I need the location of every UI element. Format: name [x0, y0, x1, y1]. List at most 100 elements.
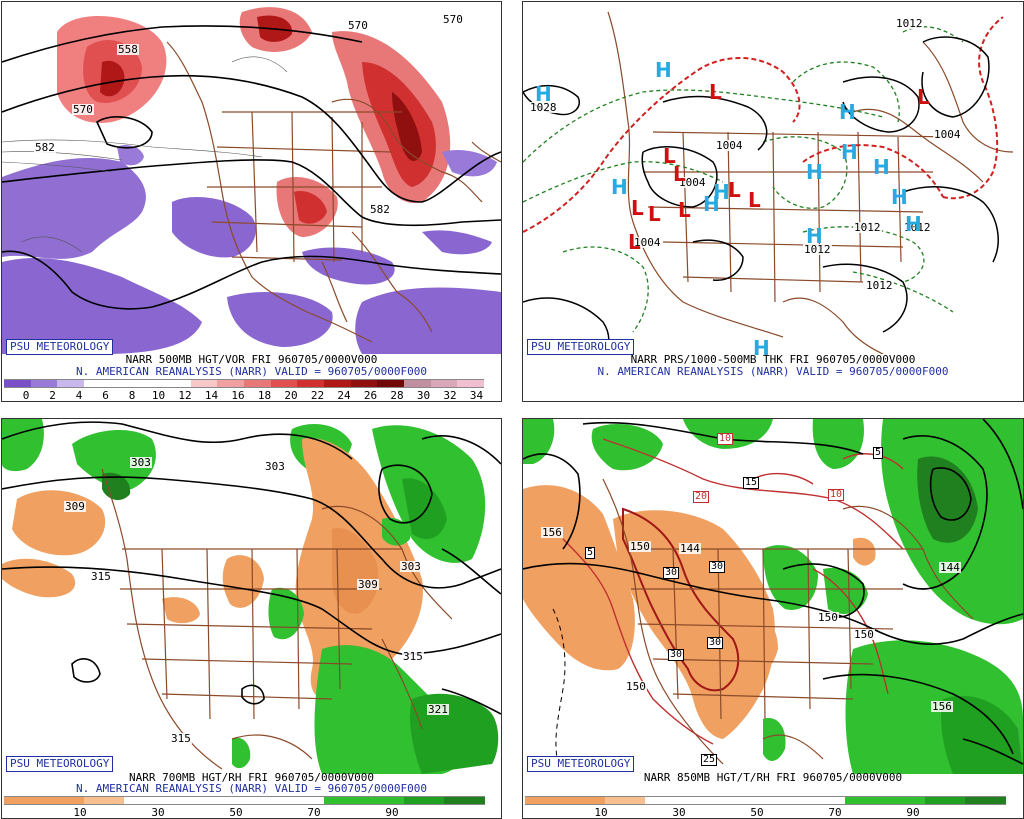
contour-label: 570 [347, 19, 369, 32]
color-scale-tick: 30 [672, 806, 686, 819]
color-scale-swatch [404, 379, 432, 388]
temperature-label: 30 [663, 567, 680, 579]
rh-color-scale [4, 796, 485, 805]
contour-label: 582 [34, 141, 56, 154]
pressure-label: 1028 [529, 101, 558, 114]
color-scale-swatch [30, 379, 58, 388]
color-scale-swatch [725, 796, 766, 805]
map-700mb [2, 419, 501, 774]
map-thickness [523, 2, 1023, 354]
color-scale-swatch [204, 796, 245, 805]
contour-label: 303 [400, 560, 422, 573]
temperature-label: 5 [873, 447, 884, 459]
color-scale-tick: 90 [385, 806, 399, 819]
color-scale-swatch [284, 796, 325, 805]
contour-label: 315 [170, 732, 192, 745]
color-scale-swatch [525, 796, 566, 805]
color-scale-swatch [565, 796, 606, 805]
temperature-label: 30 [709, 561, 726, 573]
color-scale-tick: 90 [906, 806, 920, 819]
contour-label: 150 [853, 628, 875, 641]
low-pressure-marker: L [728, 178, 741, 202]
low-pressure-marker: L [673, 162, 686, 186]
psu-meteorology-watermark: PSU METEOROLOGY [6, 756, 114, 772]
temperature-label: 30 [707, 637, 724, 649]
color-scale-tick: 18 [257, 389, 272, 402]
color-scale-tick: 28 [390, 389, 404, 402]
contour-label: 582 [369, 203, 391, 216]
rh-scale-ticks: 10 30 50 70 90 [2, 806, 501, 818]
contour-label: 156 [541, 526, 563, 539]
contour-label: 144 [939, 561, 961, 574]
color-scale-swatch [350, 379, 378, 388]
color-scale-tick: 16 [231, 389, 245, 402]
contour-label: 570 [72, 103, 94, 116]
color-scale-swatch [444, 796, 485, 805]
pressure-label: 1004 [715, 139, 744, 152]
pressure-label: 1012 [853, 221, 882, 234]
rh-scale-ticks: 10 30 50 70 90 [523, 806, 1023, 818]
color-scale-swatch [404, 796, 445, 805]
high-pressure-marker: H [873, 155, 890, 179]
panel-500mb: 558 570 582 582 570 570 PSU METEOROLOGY … [1, 1, 502, 402]
color-scale-tick: 4 [75, 389, 83, 402]
color-scale-swatch [84, 796, 125, 805]
color-scale-swatch [765, 796, 806, 805]
color-scale-swatch [430, 379, 458, 388]
contour-label: 150 [629, 540, 651, 553]
color-scale-tick: 26 [363, 389, 378, 402]
temperature-label: 15 [743, 477, 760, 489]
panel-850mb: 156 150 144 150 150 144 150 156 10 10 15… [522, 418, 1024, 819]
high-pressure-marker: H [839, 100, 856, 124]
color-scale-tick: 8 [128, 389, 136, 402]
color-scale-tick: 10 [73, 806, 87, 819]
color-scale-tick: 14 [204, 389, 219, 402]
color-scale-tick: 32 [443, 389, 457, 402]
color-scale-tick: 50 [750, 806, 764, 819]
low-pressure-marker: L [678, 198, 691, 222]
panel-valid-caption: N. AMERICAN REANALYSIS (NARR) VALID = 96… [76, 365, 427, 378]
contour-label: 309 [64, 500, 86, 513]
high-pressure-marker: H [655, 58, 672, 82]
map-borders [166, 41, 501, 343]
pressure-label: 1004 [933, 128, 962, 141]
color-scale-tick: 34 [469, 389, 484, 402]
low-pressure-marker: L [663, 144, 676, 168]
high-pressure-marker: H [535, 82, 552, 106]
color-scale-swatch [885, 796, 926, 805]
high-pressure-marker: H [713, 180, 730, 204]
height-contours [2, 421, 501, 715]
contour-label: 309 [357, 578, 379, 591]
height-contours-thin [2, 56, 288, 253]
pressure-label: 1012 [803, 243, 832, 256]
color-scale-swatch [4, 796, 45, 805]
panel-caption: NARR 850MB HGT/T/RH FRI 960705/0000V000 [643, 771, 903, 784]
map-850mb [523, 419, 1023, 774]
color-scale-swatch [297, 379, 325, 388]
color-scale-swatch [685, 796, 726, 805]
panel-caption: NARR PRS/1000-500MB THK FRI 960705/0000V… [630, 353, 916, 366]
color-scale-swatch [57, 379, 85, 388]
height-contours [2, 25, 501, 310]
low-pressure-marker: L [709, 80, 722, 104]
contour-label: 150 [625, 680, 647, 693]
psu-meteorology-watermark: PSU METEOROLOGY [527, 756, 635, 772]
color-scale-swatch [605, 796, 646, 805]
color-scale-swatch [44, 796, 85, 805]
high-pressure-marker: H [611, 175, 628, 199]
color-scale-tick: 50 [229, 806, 243, 819]
low-pressure-marker: L [917, 85, 930, 109]
panel-thickness: 1028 1004 1004 1012 1012 1012 1004 1012 … [522, 1, 1024, 402]
color-scale-swatch [244, 796, 285, 805]
low-pressure-marker: L [748, 188, 761, 212]
temperature-label: 25 [701, 754, 718, 766]
contour-label: 570 [442, 13, 464, 26]
rh-shading [2, 419, 499, 774]
thickness-contours [523, 16, 1004, 233]
height-contours [523, 419, 1023, 765]
high-pressure-marker: H [891, 185, 908, 209]
contour-label: 303 [130, 456, 152, 469]
contour-label: 156 [931, 700, 953, 713]
pressure-label: 1004 [633, 236, 662, 249]
psu-meteorology-watermark: PSU METEOROLOGY [527, 339, 635, 355]
